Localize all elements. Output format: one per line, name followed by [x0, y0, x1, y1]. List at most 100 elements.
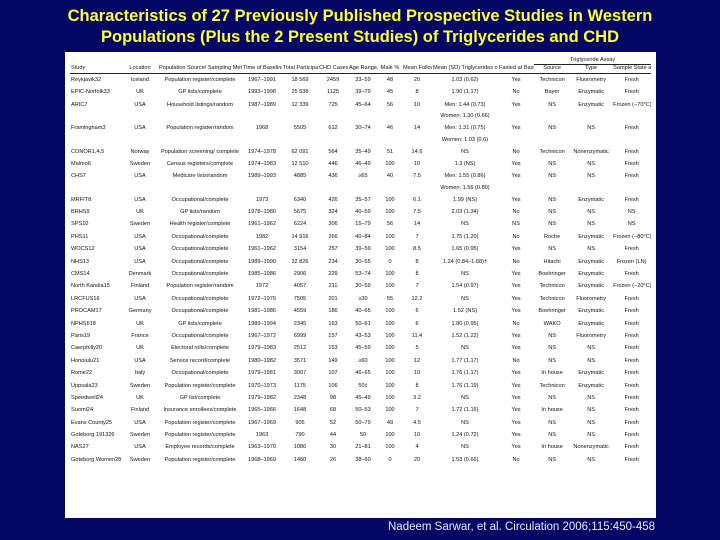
table-cell: 1.52 (1.22): [451, 332, 479, 339]
table-cell: NS: [461, 444, 469, 451]
table-cell: No: [512, 148, 520, 155]
table-cell: USA: [134, 258, 146, 265]
table-cell: [402, 183, 432, 194]
table-cell: [534, 183, 570, 194]
table-cell: 229: [328, 271, 338, 278]
table-cell: 8: [415, 258, 419, 265]
table-cell: Frozen (LN): [616, 258, 647, 265]
table-cell: 1968: [255, 125, 269, 132]
table-cell: CONOR1,4,5: [71, 148, 105, 155]
table-row: NPHSII18 UK GP lists/complete 1989–1994 2345…: [70, 318, 651, 330]
studies-table: Triglyceride Assay Study Location Populati…: [70, 55, 652, 466]
table-cell: NS: [587, 160, 595, 167]
table-cell: 5: [415, 345, 419, 352]
table-row: Suomi24 Finland Insurance enrollees/comple…: [70, 404, 651, 416]
table-cell: Denmark: [128, 271, 152, 278]
table-cell: Yes: [511, 382, 521, 389]
table-cell: 12 339: [291, 101, 309, 108]
table-cell: Technicon: [539, 283, 565, 290]
column-header: Male %: [378, 64, 402, 74]
table-cell: 44: [329, 432, 337, 439]
table-cell: Electoral rolls/complete: [171, 345, 229, 352]
table-cell: 40–65: [355, 308, 371, 315]
table-cell: NS: [587, 209, 595, 216]
table-cell: 12: [413, 357, 421, 364]
table-cell: Women: 1.56 (0.80): [440, 184, 490, 191]
table-cell: Yes: [511, 271, 521, 278]
table-cell: 100: [385, 407, 395, 414]
table-cell: 50–53: [355, 407, 371, 414]
table-cell: Fresh: [624, 444, 639, 451]
table-cell: EPIC-Norfolk33: [71, 89, 110, 96]
table-cell: 163: [328, 320, 338, 327]
table-cell: 1974–1983: [248, 160, 276, 167]
table-cell: 1961–1962: [248, 221, 276, 228]
table-cell: 100: [385, 320, 395, 327]
table-cell: Iceland: [130, 76, 150, 83]
table-cell: 149: [328, 357, 338, 364]
table-cell: Honolulu21: [71, 357, 100, 364]
table-cell: Women: 1.30 (0.66): [440, 113, 490, 120]
table-cell: Germany: [128, 308, 152, 315]
table-cell: 1978–1980: [248, 209, 276, 216]
table-cell: UK: [136, 89, 144, 96]
table-cell: 6340: [293, 196, 307, 203]
table-cell: 62 091: [291, 148, 309, 155]
table-cell: CHS7: [71, 173, 86, 180]
table-cell: 68: [329, 407, 337, 414]
table-cell: WOCS12: [71, 246, 95, 253]
table-cell: UK: [136, 320, 144, 327]
table-cell: [612, 183, 651, 194]
table-cell: Fresh: [624, 419, 639, 426]
table-cell: Frozen (−80°C): [613, 233, 652, 240]
table-cell: NS: [512, 221, 520, 228]
column-header: Sample State at Analysis: [612, 64, 652, 74]
table-cell: Occupational/complete: [171, 271, 229, 278]
table-cell: 39–79: [355, 89, 371, 96]
table-cell: 10: [413, 160, 421, 167]
table-cell: 35–49: [355, 148, 371, 155]
table-cell: [122, 111, 158, 122]
table-cell: 8.5: [413, 246, 421, 253]
table-cell: Yes: [511, 160, 521, 167]
table-cell: 201: [328, 295, 338, 302]
table-cell: NS: [587, 419, 595, 426]
table-cell: NS: [461, 419, 469, 426]
table-cell: USA: [134, 173, 146, 180]
table-cell: Employee records/complete: [165, 444, 235, 451]
table-cell: [242, 111, 282, 122]
table-cell: 49: [386, 419, 394, 426]
table-cell: 100: [385, 432, 395, 439]
table-cell: 1.03 (0.62): [451, 76, 479, 83]
table-cell: Yes: [511, 332, 521, 339]
table-cell: NS: [548, 246, 556, 253]
table-cell: Goteborg Women28: [71, 456, 122, 463]
table-cell: Yes: [511, 76, 521, 83]
table-row: North Karelia15 Finland Population registe…: [70, 280, 651, 292]
table-cell: UK: [136, 209, 144, 216]
table-cell: 100: [385, 345, 395, 352]
table-cell: NS: [587, 394, 595, 401]
table-cell: [158, 135, 242, 146]
table-cell: ≥60: [358, 357, 368, 364]
table-cell: [498, 111, 534, 122]
table-cell: Norway: [130, 148, 150, 155]
table-cell: 26: [329, 456, 337, 463]
table-cell: NS: [587, 345, 595, 352]
table-cell: 50–79: [355, 419, 371, 426]
table-cell: 38–60: [355, 456, 371, 463]
table-cell: 266: [328, 233, 338, 240]
table-cell: Enzymatic: [578, 258, 605, 265]
table-cell: 8: [415, 382, 419, 389]
table-cell: 39–59: [355, 246, 371, 253]
table-cell: Yes: [511, 419, 521, 426]
table-cell: GP lists/complete: [178, 89, 222, 96]
table-cell: [242, 135, 282, 146]
table-cell: 1979–1983: [248, 345, 276, 352]
table-cell: Fresh: [624, 407, 639, 414]
table-cell: 7.5: [413, 173, 421, 180]
table-cell: Fluorometry: [576, 332, 607, 339]
table-cell: NS: [548, 332, 556, 339]
column-header: Location: [122, 64, 158, 74]
table-cell: Occupational/complete: [171, 233, 229, 240]
